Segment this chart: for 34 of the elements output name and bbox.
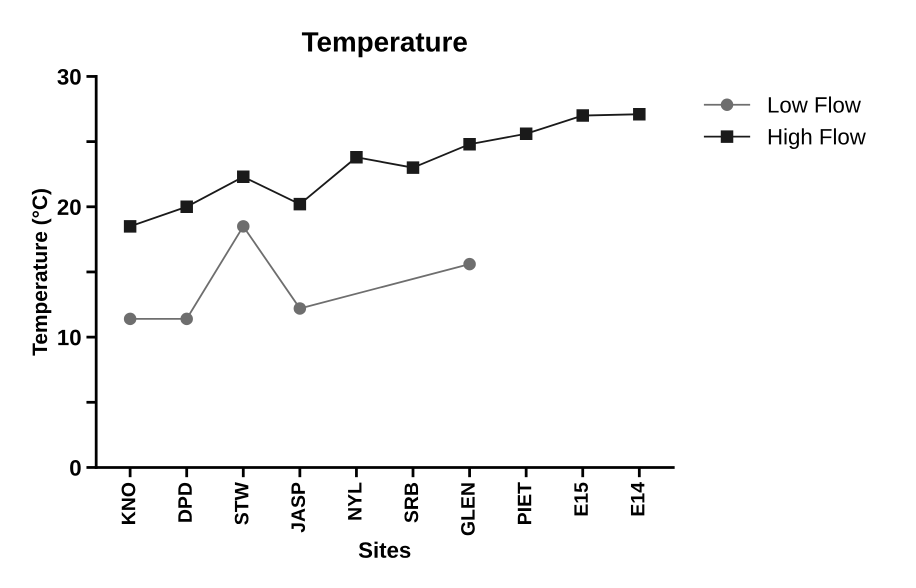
point [124,312,136,326]
chart-title: Temperature [302,32,467,58]
x-tick-label: E14 [630,482,644,516]
x-tick-label: JASP [291,482,306,533]
y-tick-label: 30 [57,68,81,85]
point [350,151,363,164]
y-tick-label: 20 [58,199,81,216]
x-tick-label: DPD [178,482,192,522]
x-tick-label: SRB [404,482,418,523]
point [124,220,136,233]
point [520,128,532,140]
point [180,312,193,326]
point [237,170,250,184]
x-tick-label: STW [234,482,248,525]
legend-label: Low Flow [768,96,861,113]
x-tick-label: KNO [122,482,136,524]
x-tick-label: NYL [348,482,362,520]
point [294,198,306,210]
y-axis-title: Temperature (°C) [32,189,52,356]
x-tick-label: E15 [574,482,588,516]
y-tick-label: 10 [58,330,81,346]
point [576,109,589,122]
point [237,220,250,233]
point [294,302,306,315]
y-tick-label: 0 [70,460,81,476]
point [180,200,193,214]
x-tick-label: GLEN [461,483,475,536]
point [633,108,646,120]
x-axis-title: Sites [358,542,410,558]
point [463,138,476,150]
legend-label: High Flow [768,128,866,149]
x-tick-label: PIET [518,482,532,524]
point [406,161,420,174]
point [463,258,476,270]
